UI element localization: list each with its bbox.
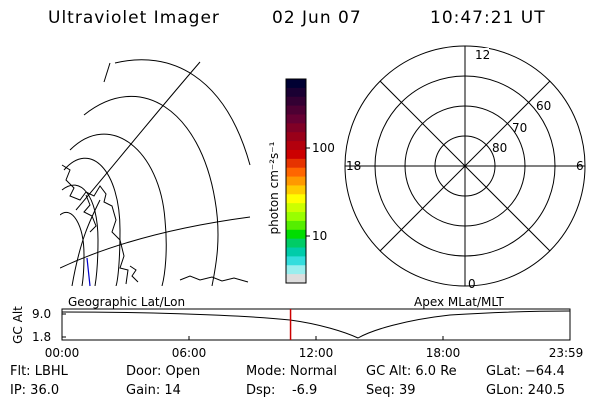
dsp-status: Dsp: -6.9 xyxy=(246,383,318,398)
colorbar-cell xyxy=(286,167,306,178)
geo-grid-line xyxy=(103,62,111,83)
geo-grid-arc xyxy=(60,212,85,286)
y-axis-label: GC Alt xyxy=(11,306,25,344)
lat-label-80: 80 xyxy=(492,141,507,155)
colorbar-cell xyxy=(286,256,306,266)
colorbar-cell xyxy=(286,194,306,204)
coastline xyxy=(129,265,139,283)
geo-grid-arc xyxy=(114,59,251,166)
mlt-label-12: 12 xyxy=(475,48,490,62)
colorbar-cell xyxy=(286,149,306,160)
observation-time: 10:47:21 UT xyxy=(430,8,546,28)
geo-grid-arc xyxy=(69,133,167,286)
mlt-label-0: 0 xyxy=(468,277,476,291)
colorbar-tick-label: 10 xyxy=(312,229,327,243)
colorbar-cell xyxy=(286,238,306,249)
geo-grid-arc xyxy=(63,157,121,286)
colorbar-cell xyxy=(286,87,306,98)
ip-status: IP: 36.0 xyxy=(10,383,60,398)
seq-status: Seq: 39 xyxy=(366,383,416,398)
x-tick-label: 12:00 xyxy=(299,346,334,360)
observation-date: 02 Jun 07 xyxy=(272,8,362,28)
geo-grid-line xyxy=(60,216,251,269)
glon-status: GLon: 240.5 xyxy=(486,383,566,398)
colorbar-cell xyxy=(286,203,306,213)
geo-grid-line xyxy=(75,61,201,211)
colorbar-cell xyxy=(286,220,306,231)
geo-grid-arc xyxy=(61,184,99,286)
lat-label-70: 70 xyxy=(512,121,527,135)
colorbar-cell xyxy=(286,105,306,115)
colorbar-cell xyxy=(286,158,306,169)
colorbar-unit-label: photon cm⁻²s⁻¹ xyxy=(267,141,281,234)
colorbar-cell xyxy=(286,132,306,142)
lat-label-60: 60 xyxy=(536,99,551,113)
colorbar-cell xyxy=(286,212,306,222)
colorbar-cell xyxy=(286,114,306,124)
colorbar-cell xyxy=(286,141,306,151)
gc-alt-status: GC Alt: 6.0 Re xyxy=(366,364,457,379)
colorbar-frame xyxy=(285,78,307,284)
geo-plot-label: Geographic Lat/Lon xyxy=(68,295,186,309)
colorbar-cell xyxy=(286,247,306,257)
filter-status: Flt: LBHL xyxy=(10,364,68,379)
x-tick-label: 18:00 xyxy=(426,346,461,360)
x-tick-label: 00:00 xyxy=(45,346,80,360)
satellite-track xyxy=(86,257,91,287)
door-status: Door: Open xyxy=(126,364,201,379)
altitude-curve xyxy=(61,310,571,339)
y-tick-label: 9.0 xyxy=(32,307,51,321)
gain-status: Gain: 14 xyxy=(126,383,181,398)
geo-grid-arc xyxy=(83,96,219,286)
coastline xyxy=(61,164,129,285)
x-tick-label: 23:59 xyxy=(549,346,584,360)
x-tick-label: 06:00 xyxy=(172,346,207,360)
colorbar-tick-label: 100 xyxy=(312,141,335,155)
polar-meridian-diag xyxy=(379,80,551,252)
geo-grid-line xyxy=(71,199,101,286)
coastline xyxy=(179,275,249,283)
apex-plot-label: Apex MLat/MLT xyxy=(414,295,504,309)
label-bg xyxy=(473,48,489,62)
glat-status: GLat: −64.4 xyxy=(486,364,565,379)
y-tick-label: 1.8 xyxy=(32,330,51,344)
colorbar-cell xyxy=(286,96,306,107)
colorbar-cell xyxy=(286,79,306,89)
colorbar-cell xyxy=(286,176,306,186)
mlt-label-6: 6 xyxy=(576,159,584,173)
colorbar-cell xyxy=(286,229,306,240)
instrument-title: Ultraviolet Imager xyxy=(48,8,220,28)
mlt-label-18: 18 xyxy=(346,159,361,173)
mode-status: Mode: Normal xyxy=(246,364,337,379)
colorbar-cell xyxy=(286,265,306,275)
colorbar-cell xyxy=(286,185,306,195)
colorbar-cell xyxy=(286,274,306,284)
colorbar-cell xyxy=(286,123,306,133)
coastline xyxy=(83,194,97,233)
